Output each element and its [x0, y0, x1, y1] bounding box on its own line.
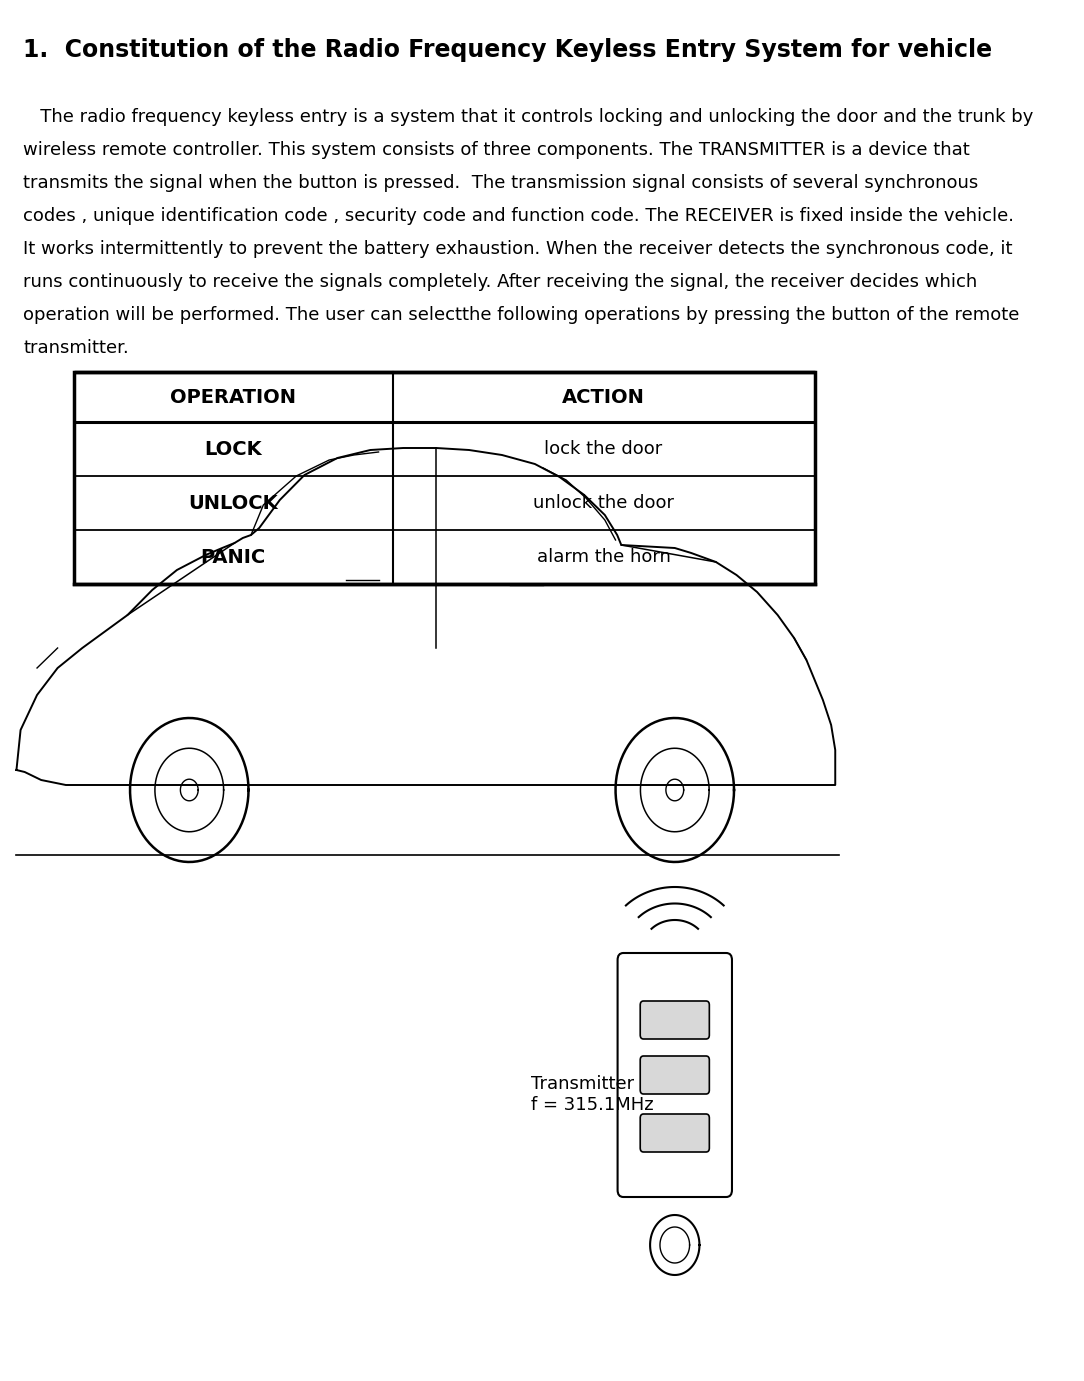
Text: ACTION: ACTION	[563, 388, 645, 406]
Text: LOCK: LOCK	[205, 439, 262, 458]
Text: 1.  Constitution of the Radio Frequency Keyless Entry System for vehicle: 1. Constitution of the Radio Frequency K…	[23, 39, 992, 62]
FancyBboxPatch shape	[618, 953, 732, 1197]
FancyBboxPatch shape	[641, 1114, 709, 1152]
Text: The radio frequency keyless entry is a system that it controls locking and unloc: The radio frequency keyless entry is a s…	[23, 108, 1033, 126]
Text: alarm the horn: alarm the horn	[537, 548, 671, 566]
Text: lock the door: lock the door	[544, 441, 662, 458]
FancyBboxPatch shape	[641, 1001, 709, 1039]
Text: unlock the door: unlock the door	[533, 494, 674, 512]
Text: wireless remote controller. This system consists of three components. The TRANSM: wireless remote controller. This system …	[23, 141, 970, 159]
Text: codes , unique identification code , security code and function code. The RECEIV: codes , unique identification code , sec…	[23, 207, 1014, 225]
Text: Transmitter
f = 315.1MHz: Transmitter f = 315.1MHz	[531, 1074, 654, 1114]
Text: transmits the signal when the button is pressed.  The transmission signal consis: transmits the signal when the button is …	[23, 174, 978, 192]
Text: runs continuously to receive the signals completely. After receiving the signal,: runs continuously to receive the signals…	[23, 273, 978, 291]
Text: UNLOCK: UNLOCK	[189, 493, 279, 512]
Text: transmitter.: transmitter.	[23, 338, 129, 358]
FancyBboxPatch shape	[641, 1056, 709, 1094]
Text: It works intermittently to prevent the battery exhaustion. When the receiver det: It works intermittently to prevent the b…	[23, 240, 1012, 258]
Bar	[74, 371, 815, 584]
Text: OPERATION: OPERATION	[170, 388, 296, 406]
Text: PANIC: PANIC	[201, 547, 266, 566]
Text: operation will be performed. The user can selectthe following operations by pres: operation will be performed. The user ca…	[23, 307, 1019, 325]
